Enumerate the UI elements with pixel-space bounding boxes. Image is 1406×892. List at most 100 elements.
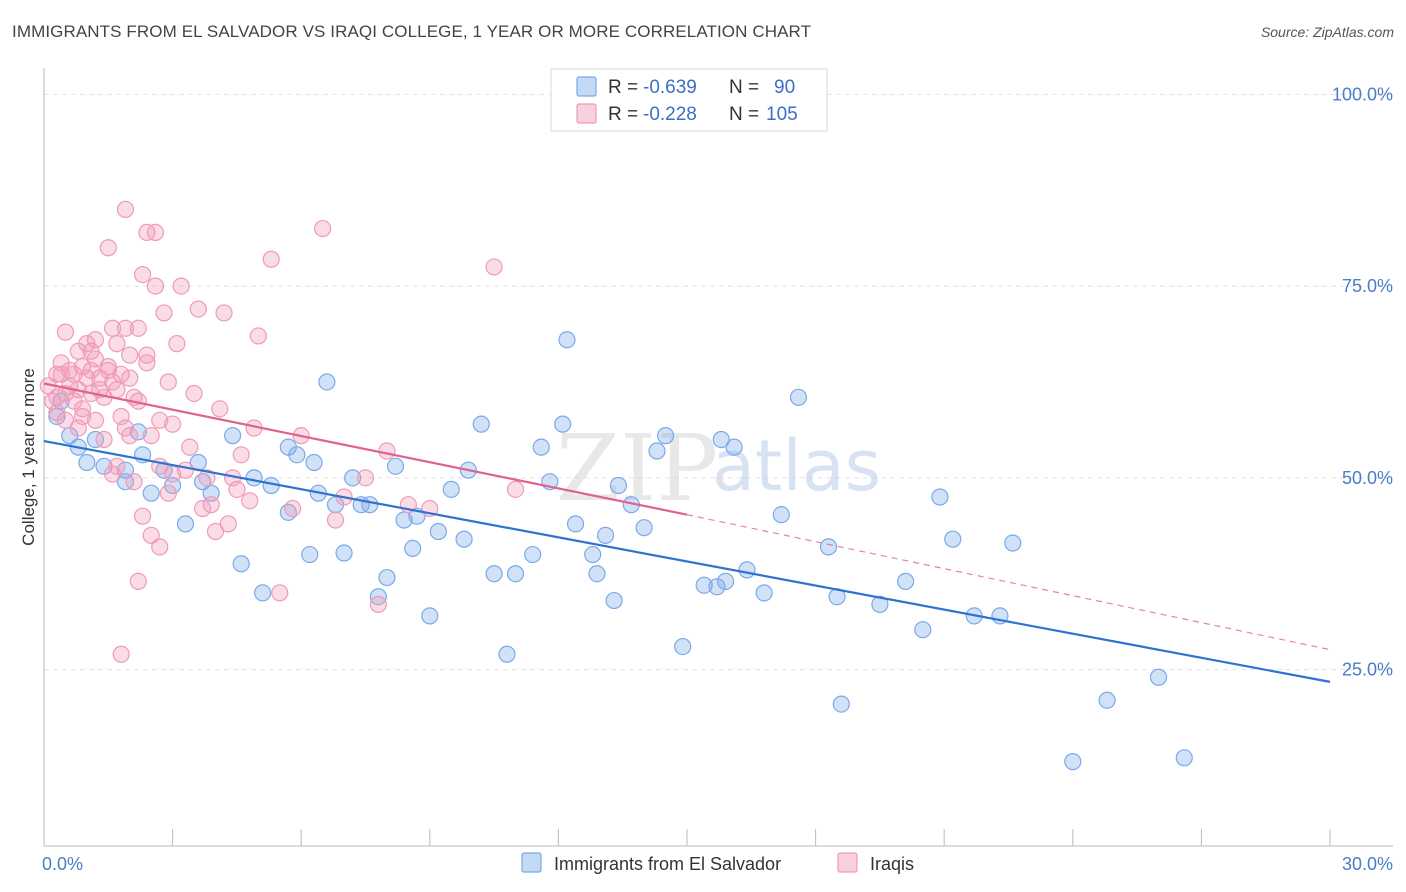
- source-note: Source: ZipAtlas.com: [1260, 24, 1394, 40]
- legend-box: [550, 68, 828, 132]
- legend-label-el-salvador: Immigrants from El Salvador: [554, 854, 781, 874]
- data-point-el-salvador: [1175, 749, 1193, 767]
- data-point-el-salvador: [605, 591, 623, 610]
- data-point-iraqis: [262, 250, 280, 268]
- data-point-el-salvador: [554, 415, 572, 433]
- data-point-iraqis: [99, 239, 117, 257]
- data-point-el-salvador: [944, 530, 962, 548]
- data-point-el-salvador: [1004, 534, 1022, 552]
- data-point-el-salvador: [1098, 691, 1116, 709]
- data-point-iraqis: [125, 473, 143, 491]
- data-point-iraqis: [314, 219, 332, 238]
- data-point-el-salvador: [708, 578, 726, 596]
- data-point-el-salvador: [378, 568, 396, 587]
- data-point-iraqis: [155, 304, 173, 322]
- data-point-iraqis: [112, 365, 130, 383]
- data-point-iraqis: [151, 411, 169, 429]
- legend-n-label: N =: [729, 77, 759, 98]
- data-point-iraqis: [202, 496, 220, 514]
- trend-line-iraqis: [43, 382, 688, 516]
- data-point-iraqis: [116, 319, 135, 337]
- data-point-iraqis: [232, 446, 250, 464]
- data-point-iraqis: [112, 645, 130, 663]
- legend-n-value: 105: [766, 104, 798, 125]
- trend-line-iraqis-extrapolated: [686, 514, 1331, 651]
- legend-top: R = -0.639 N = 90 R = -0.228 N = 105: [550, 68, 828, 132]
- data-point-iraqis: [219, 515, 237, 533]
- watermark-atlas: atlas: [712, 425, 881, 507]
- data-point-el-salvador: [386, 457, 405, 475]
- data-point-iraqis: [151, 538, 169, 556]
- data-point-iraqis: [176, 461, 195, 479]
- legend-swatch-el-salvador: [521, 852, 542, 873]
- data-point-iraqis: [78, 369, 96, 387]
- data-point-iraqis: [159, 484, 177, 502]
- y-axis-label: College, 1 year or more: [19, 368, 38, 546]
- data-point-iraqis: [506, 480, 525, 498]
- data-point-el-salvador: [738, 561, 756, 579]
- data-point-iraqis: [121, 369, 139, 387]
- data-point-iraqis: [249, 327, 267, 345]
- data-point-el-salvador: [318, 373, 336, 391]
- data-point-el-salvador: [361, 496, 379, 514]
- data-point-iraqis: [159, 373, 177, 391]
- trend-line-el-salvador: [43, 439, 1331, 683]
- data-point-el-salvador: [129, 423, 147, 441]
- data-point-iraqis: [112, 407, 130, 426]
- data-point-iraqis: [133, 265, 152, 284]
- data-point-iraqis: [198, 469, 216, 487]
- data-point-el-salvador: [429, 522, 447, 541]
- data-point-el-salvador: [532, 438, 550, 456]
- data-point-el-salvador: [1064, 753, 1082, 771]
- data-point-iraqis: [121, 346, 139, 364]
- data-point-iraqis: [241, 492, 259, 510]
- data-point-iraqis: [82, 342, 100, 360]
- data-point-el-salvador: [716, 572, 735, 590]
- data-point-el-salvador: [254, 584, 272, 602]
- data-point-iraqis: [121, 427, 139, 445]
- data-point-el-salvador: [755, 584, 773, 602]
- data-point-el-salvador: [506, 565, 525, 583]
- data-point-el-salvador: [421, 607, 439, 625]
- data-point-iraqis: [378, 442, 396, 460]
- data-point-iraqis: [181, 438, 199, 456]
- data-point-el-salvador: [455, 530, 473, 548]
- data-point-iraqis: [146, 223, 165, 241]
- data-point-el-salvador: [498, 645, 516, 663]
- data-point-el-salvador: [648, 442, 666, 460]
- data-point-iraqis: [142, 526, 160, 544]
- data-point-el-salvador: [656, 427, 675, 445]
- data-point-iraqis: [168, 335, 186, 353]
- data-point-el-salvador: [695, 576, 713, 594]
- data-point-iraqis: [189, 300, 207, 318]
- data-point-iraqis: [194, 499, 212, 518]
- axes: [43, 68, 1393, 847]
- data-point-iraqis: [129, 572, 147, 590]
- data-point-iraqis: [206, 522, 225, 541]
- data-point-el-salvador: [609, 476, 628, 495]
- data-point-el-salvador: [245, 469, 263, 487]
- data-point-el-salvador: [524, 545, 542, 564]
- watermark: ZIP atlas: [556, 415, 881, 522]
- legend-n-label: N =: [729, 104, 759, 125]
- data-point-iraqis: [211, 400, 229, 418]
- data-point-iraqis: [116, 200, 135, 218]
- data-point-el-salvador: [485, 565, 503, 583]
- data-point-el-salvador: [232, 555, 250, 573]
- data-point-iraqis: [108, 335, 126, 353]
- data-point-el-salvador: [819, 538, 838, 556]
- scatter-points: [39, 200, 1193, 771]
- data-point-el-salvador: [772, 506, 790, 524]
- legend-r-label: R =: [608, 77, 638, 98]
- data-point-el-salvador: [224, 427, 242, 445]
- data-point-iraqis: [48, 388, 66, 406]
- data-point-iraqis: [356, 469, 375, 487]
- data-point-el-salvador: [78, 453, 96, 472]
- data-point-el-salvador: [931, 488, 949, 506]
- data-point-el-salvador: [305, 453, 323, 472]
- legend-swatch-iraqis: [576, 103, 597, 124]
- data-point-el-salvador: [142, 484, 160, 502]
- data-point-iraqis: [108, 381, 126, 399]
- data-point-el-salvador: [674, 637, 692, 656]
